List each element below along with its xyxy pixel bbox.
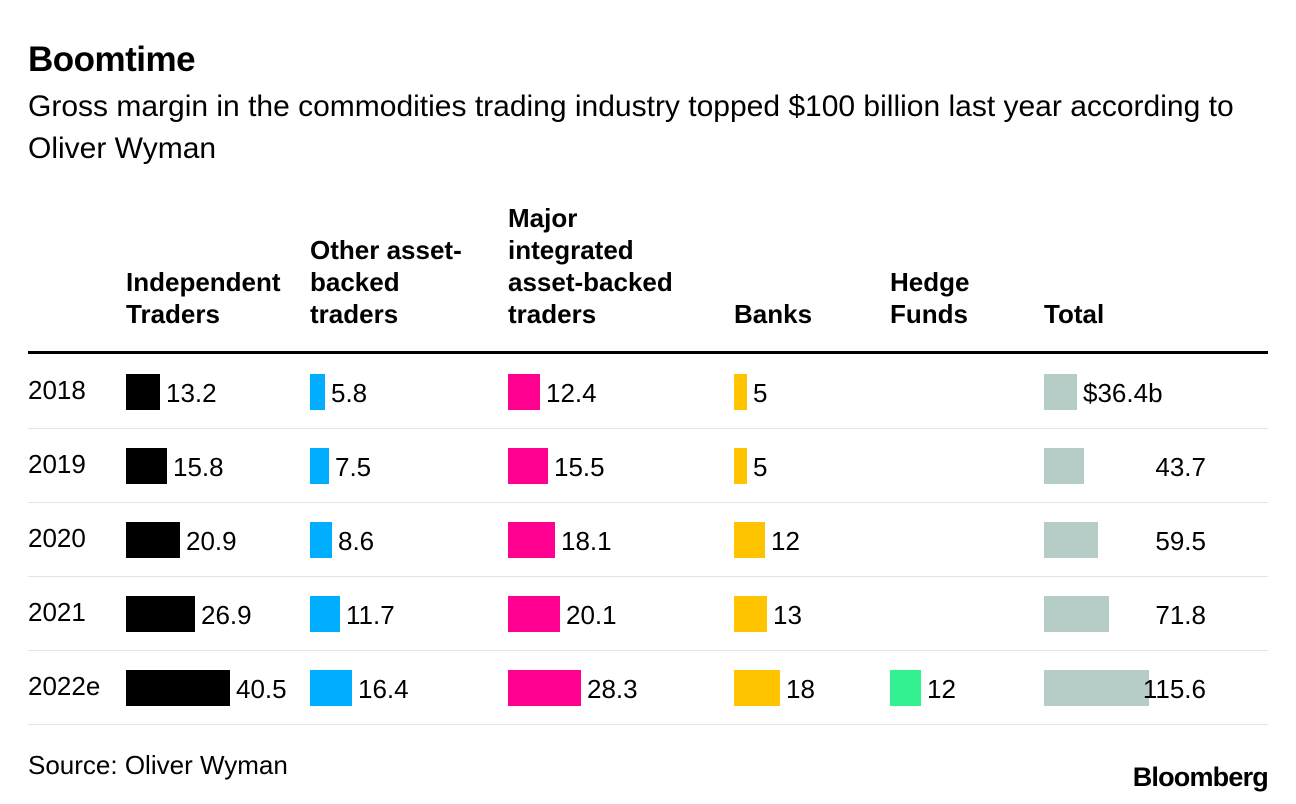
value-label-banks-2021: 13 bbox=[773, 600, 802, 630]
value-label-banks-2018: 5 bbox=[753, 378, 768, 408]
bar-major-2018 bbox=[508, 374, 540, 410]
bar-total-2022e bbox=[1044, 670, 1149, 706]
value-label-major-2018: 12.4 bbox=[546, 378, 597, 408]
col-header-hedge: Hedge Funds bbox=[890, 267, 970, 329]
bar-banks-2018 bbox=[734, 374, 747, 410]
value-label-banks-2020: 12 bbox=[771, 526, 800, 556]
bar-hedge-2022e bbox=[890, 670, 921, 706]
value-label-independent-2021: 26.9 bbox=[201, 600, 252, 630]
col-header-independent: Independent Traders bbox=[126, 267, 281, 329]
bar-other-2021 bbox=[310, 596, 340, 632]
row-year: 2021 bbox=[28, 597, 86, 627]
row-divider bbox=[28, 428, 1268, 429]
bar-banks-2020 bbox=[734, 522, 765, 558]
value-label-major-2020: 18.1 bbox=[561, 526, 612, 556]
value-label-independent-2018: 13.2 bbox=[166, 378, 217, 408]
bar-other-2020 bbox=[310, 522, 332, 558]
row-divider bbox=[28, 502, 1268, 503]
bloomberg-logo: Bloomberg bbox=[1132, 762, 1269, 792]
row-year: 2018 bbox=[28, 375, 86, 405]
value-label-independent-2019: 15.8 bbox=[173, 452, 224, 482]
row-divider bbox=[28, 724, 1268, 725]
value-label-major-2021: 20.1 bbox=[566, 600, 617, 630]
bar-total-2020 bbox=[1044, 522, 1098, 558]
bar-other-2019 bbox=[310, 448, 329, 484]
source-note: Source: Oliver Wyman bbox=[28, 750, 288, 780]
bar-total-2021 bbox=[1044, 596, 1109, 632]
bar-banks-2019 bbox=[734, 448, 747, 484]
value-label-total-2021: 71.8 bbox=[1155, 600, 1206, 630]
col-header-other: Other asset- backed traders bbox=[310, 235, 462, 329]
value-label-total-2019: 43.7 bbox=[1155, 452, 1206, 482]
bar-independent-2018 bbox=[126, 374, 160, 410]
value-label-total-2018: $36.4b bbox=[1083, 378, 1163, 408]
value-label-other-2021: 11.7 bbox=[346, 600, 395, 630]
value-label-other-2018: 5.8 bbox=[331, 378, 368, 408]
bar-independent-2020 bbox=[126, 522, 180, 558]
value-label-banks-2019: 5 bbox=[753, 452, 768, 482]
bar-major-2021 bbox=[508, 596, 560, 632]
value-label-total-2020: 59.5 bbox=[1155, 526, 1206, 556]
value-label-other-2022e: 16.4 bbox=[358, 674, 409, 704]
bar-independent-2021 bbox=[126, 596, 195, 632]
bar-banks-2021 bbox=[734, 596, 767, 632]
header-rule bbox=[28, 351, 1268, 354]
row-year: 2020 bbox=[28, 523, 86, 553]
value-label-banks-2022e: 18 bbox=[786, 674, 815, 704]
value-label-independent-2020: 20.9 bbox=[186, 526, 237, 556]
bar-major-2019 bbox=[508, 448, 548, 484]
bar-total-2019 bbox=[1044, 448, 1084, 484]
value-label-hedge-2022e: 12 bbox=[927, 674, 956, 704]
row-year: 2019 bbox=[28, 449, 86, 479]
col-header-total: Total bbox=[1044, 299, 1105, 329]
col-header-major: Major integrated asset-backed traders bbox=[508, 203, 673, 329]
bar-banks-2022e bbox=[734, 670, 780, 706]
bar-independent-2022e bbox=[126, 670, 230, 706]
chart-title: Boomtime bbox=[28, 40, 196, 79]
row-year: 2022e bbox=[28, 671, 101, 701]
value-label-total-2022e: 115.6 bbox=[1142, 674, 1206, 704]
bar-other-2022e bbox=[310, 670, 352, 706]
col-header-banks: Banks bbox=[734, 299, 813, 329]
row-divider bbox=[28, 576, 1268, 577]
chart-subtitle: Gross margin in the commodities trading … bbox=[28, 90, 1234, 165]
bar-major-2020 bbox=[508, 522, 555, 558]
row-divider bbox=[28, 650, 1268, 651]
bar-other-2018 bbox=[310, 374, 325, 410]
value-label-major-2022e: 28.3 bbox=[587, 674, 638, 704]
bar-independent-2019 bbox=[126, 448, 167, 484]
value-label-major-2019: 15.5 bbox=[554, 452, 605, 482]
value-label-independent-2022e: 40.5 bbox=[236, 674, 287, 704]
bar-total-2018 bbox=[1044, 374, 1077, 410]
bar-major-2022e bbox=[508, 670, 581, 706]
value-label-other-2020: 8.6 bbox=[338, 526, 375, 556]
value-label-other-2019: 7.5 bbox=[335, 452, 372, 482]
